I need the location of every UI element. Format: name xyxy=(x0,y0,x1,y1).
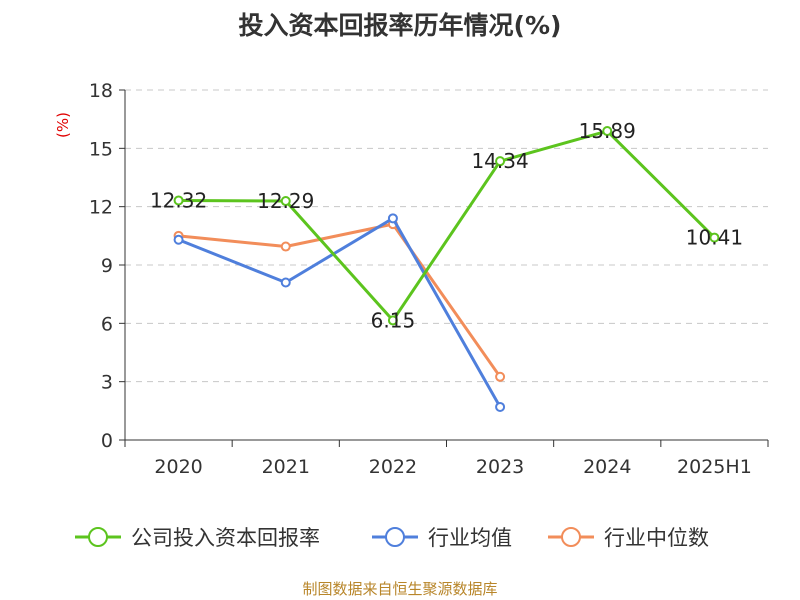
data-point xyxy=(280,241,291,252)
data-point xyxy=(387,315,398,326)
legend-label: 行业均值 xyxy=(428,526,512,550)
data-point xyxy=(387,213,398,224)
y-tick-label: 3 xyxy=(101,372,113,394)
data-point xyxy=(495,156,506,167)
source-note: 制图数据来自恒生聚源数据库 xyxy=(302,580,498,598)
data-label: 14.34 xyxy=(471,149,528,173)
series-layer xyxy=(173,126,720,412)
y-tick-label: 6 xyxy=(101,313,113,335)
grid-lines xyxy=(125,89,768,383)
x-tick-label: 2025H1 xyxy=(677,456,752,478)
data-point xyxy=(280,196,291,207)
legend-item: 公司投入资本回报率 xyxy=(75,526,320,550)
y-tick-label: 9 xyxy=(101,255,113,277)
series-line xyxy=(178,222,502,378)
x-tick-label: 2022 xyxy=(369,456,417,478)
x-tick-label: 2021 xyxy=(262,456,310,478)
y-axis: 0 3 6 9 12 15 18 xyxy=(89,80,126,452)
data-labels: 12.32 12.29 6.15 14.34 15.89 10.41 xyxy=(150,119,743,332)
legend-label: 公司投入资本回报率 xyxy=(131,526,320,550)
y-tick-label: 18 xyxy=(89,80,113,102)
data-label: 15.89 xyxy=(579,119,636,143)
data-point xyxy=(173,195,184,206)
data-label: 12.32 xyxy=(150,188,207,212)
data-point xyxy=(602,126,613,137)
y-tick-label: 15 xyxy=(89,138,113,160)
legend-swatch-marker xyxy=(561,527,581,547)
legend-swatch-marker xyxy=(88,527,108,547)
legend-item: 行业均值 xyxy=(372,526,512,550)
y-tick-label: 0 xyxy=(101,430,113,452)
data-point xyxy=(280,277,291,288)
x-tick-label: 2024 xyxy=(583,456,631,478)
y-tick-label: 12 xyxy=(89,197,113,219)
data-point xyxy=(495,401,506,412)
data-label: 6.15 xyxy=(371,308,416,332)
data-label: 12.29 xyxy=(257,189,314,213)
data-label: 10.41 xyxy=(686,226,743,250)
legend-label: 行业中位数 xyxy=(604,526,709,550)
series-line xyxy=(178,129,716,322)
y-axis-label: (%) xyxy=(54,112,72,138)
legend: 公司投入资本回报率 行业均值 行业中位数 xyxy=(75,526,709,550)
series-line xyxy=(178,216,502,408)
chart-title: 投入资本回报率历年情况(%) xyxy=(238,11,562,40)
data-point xyxy=(495,371,506,382)
legend-item: 行业中位数 xyxy=(548,526,709,550)
data-point xyxy=(709,232,720,243)
legend-swatch-marker xyxy=(385,527,405,547)
x-tick-label: 2023 xyxy=(476,456,524,478)
data-point xyxy=(173,234,184,245)
x-axis: 2020 2021 2022 2023 2024 2025H1 xyxy=(124,439,769,478)
x-tick-label: 2020 xyxy=(154,456,202,478)
